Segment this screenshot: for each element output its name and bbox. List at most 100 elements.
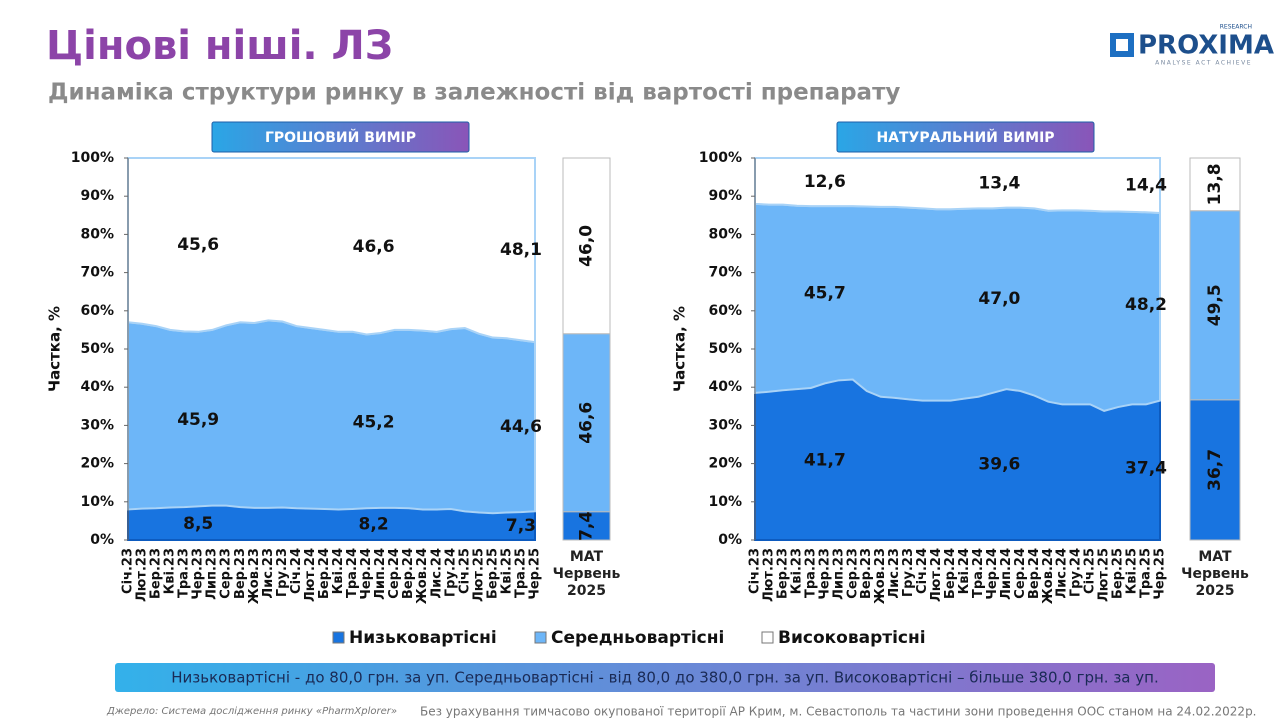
x-tick-label: Бер.23: [149, 548, 164, 599]
value-label: 36,7: [1205, 449, 1225, 491]
x-tick-label: Лип.24: [373, 548, 388, 600]
y-tick-label: 50%: [708, 341, 742, 357]
period-label: 45,2: [353, 412, 395, 432]
y-axis-label: Частка, %: [46, 306, 64, 392]
x-tick-label: Січ.23: [748, 548, 763, 594]
logo-motto: ANALYSE ACT ACHIEVE: [1155, 60, 1252, 67]
x-tick-label: Січ.24: [915, 548, 930, 594]
period-label: 7,3: [506, 516, 536, 536]
button: [211, 121, 470, 153]
x-tick-label: Січ.25: [1083, 548, 1098, 594]
legend-label: Низьковартісні: [349, 628, 497, 648]
bar-segment: [562, 333, 611, 513]
y-tick-label: 40%: [708, 379, 742, 395]
period-label: 39,6: [978, 454, 1020, 474]
y-tick-label: 100%: [699, 150, 742, 166]
x-tick-label: Сер.23: [845, 548, 860, 599]
legend-swatch: [534, 631, 547, 644]
definitions: Низьковартісні - до 80,0 грн. за уп. Сер…: [171, 669, 1158, 687]
x-tick-label: Тра.23: [803, 548, 818, 598]
x-tick-label: Чер.25: [528, 548, 543, 600]
value-label: 49,5: [1205, 284, 1225, 326]
x-tick-label: Лип.24: [999, 548, 1014, 600]
x-tick-label: Лют.23: [761, 548, 776, 602]
y-tick-label: 100%: [71, 150, 114, 166]
x-tick-label: Лис.23: [887, 548, 902, 599]
area: [754, 157, 1161, 215]
x-tick-label: Січ.23: [121, 548, 136, 594]
y-tick-label: 90%: [708, 188, 742, 204]
x-tick-label: Тра.24: [345, 548, 360, 598]
y-tick-label: 80%: [80, 226, 114, 242]
area: [754, 202, 1161, 412]
y-tick-label: 60%: [708, 303, 742, 319]
legend-swatch: [761, 631, 774, 644]
legend-label: Високовартісні: [778, 628, 926, 648]
x-tick-label: Тра.23: [177, 548, 192, 598]
y-tick-label: 0%: [90, 532, 114, 548]
x-tick-label: Чер.24: [985, 548, 1000, 600]
logo-icon-inner: [1116, 39, 1128, 51]
x-tick-label: Лис.24: [429, 548, 444, 599]
x-tick-label: Лис.23: [261, 548, 276, 599]
x-tick-label: Лип.23: [205, 548, 220, 600]
x-tick-label: Лип.23: [831, 548, 846, 600]
period-label: 8,2: [359, 514, 389, 534]
x-tick-label: Тра.25: [513, 548, 528, 598]
x-tick-label: Тра.25: [1139, 548, 1154, 598]
logo-tag: RESEARCH: [1220, 24, 1252, 31]
x-tick-label: Чер.23: [191, 548, 206, 600]
x-tick-label: Жов.23: [873, 548, 888, 604]
x-tick-label: Гру.24: [1069, 548, 1084, 597]
x-tick-label: Чер.24: [359, 548, 374, 600]
y-tick-label: 20%: [708, 456, 742, 472]
x-tick-label: Кві.24: [957, 548, 972, 594]
x-tick-label: Вер.24: [401, 548, 416, 599]
area: [127, 157, 536, 344]
x-tick-label: MAT Червень 2025: [1181, 549, 1249, 599]
legend-label: Середньовартісні: [551, 628, 724, 648]
period-label: 41,7: [804, 450, 846, 470]
period-label: 8,5: [183, 514, 213, 534]
definitions-bar: [115, 663, 1215, 692]
bar-segment: [562, 157, 611, 335]
x-tick-label: Вер.23: [859, 548, 874, 599]
x-tick-label: Чер.25: [1153, 548, 1168, 600]
x-tick-label: Гру.24: [443, 548, 458, 597]
x-tick-label: Вер.24: [1027, 548, 1042, 599]
period-label: 45,9: [177, 410, 219, 430]
y-tick-label: 80%: [708, 226, 742, 242]
y-tick-label: 30%: [708, 417, 742, 433]
chart-title: НАТУРАЛЬНИЙ ВИМІР: [876, 129, 1054, 146]
period-label: 13,4: [978, 174, 1020, 194]
y-tick-label: 50%: [80, 341, 114, 357]
y-tick-label: 10%: [80, 494, 114, 510]
y-tick-label: 70%: [708, 265, 742, 281]
period-label: 48,1: [500, 240, 542, 260]
period-label: 45,6: [177, 235, 219, 255]
x-tick-label: Лют.25: [471, 548, 486, 602]
x-tick-label: Бер.25: [1111, 548, 1126, 599]
x-tick-label: Січ.25: [457, 548, 472, 594]
x-tick-label: Кві.25: [1125, 548, 1140, 594]
slide-subtitle: Динаміка структури ринку в залежності ві…: [48, 80, 900, 106]
y-axis-label: Частка, %: [671, 306, 689, 392]
button: [836, 121, 1095, 153]
y-tick-label: 70%: [80, 265, 114, 281]
x-tick-label: Кві.24: [331, 548, 346, 594]
x-tick-label: Жов.24: [1041, 548, 1056, 604]
x-tick-label: Бер.24: [317, 548, 332, 599]
period-label: 47,0: [978, 289, 1020, 309]
x-tick-label: Лют.25: [1097, 548, 1112, 602]
x-tick-label: Бер.25: [485, 548, 500, 599]
x-tick-label: Тра.24: [971, 548, 986, 598]
x-tick-label: Бер.23: [775, 548, 790, 599]
value-label: 46,0: [577, 225, 597, 267]
x-tick-label: Гру.23: [901, 548, 916, 597]
x-tick-label: Лют.23: [135, 548, 150, 602]
bar-segment: [1189, 210, 1241, 401]
x-tick-label: Лис.24: [1055, 548, 1070, 599]
period-label: 14,4: [1125, 176, 1167, 196]
